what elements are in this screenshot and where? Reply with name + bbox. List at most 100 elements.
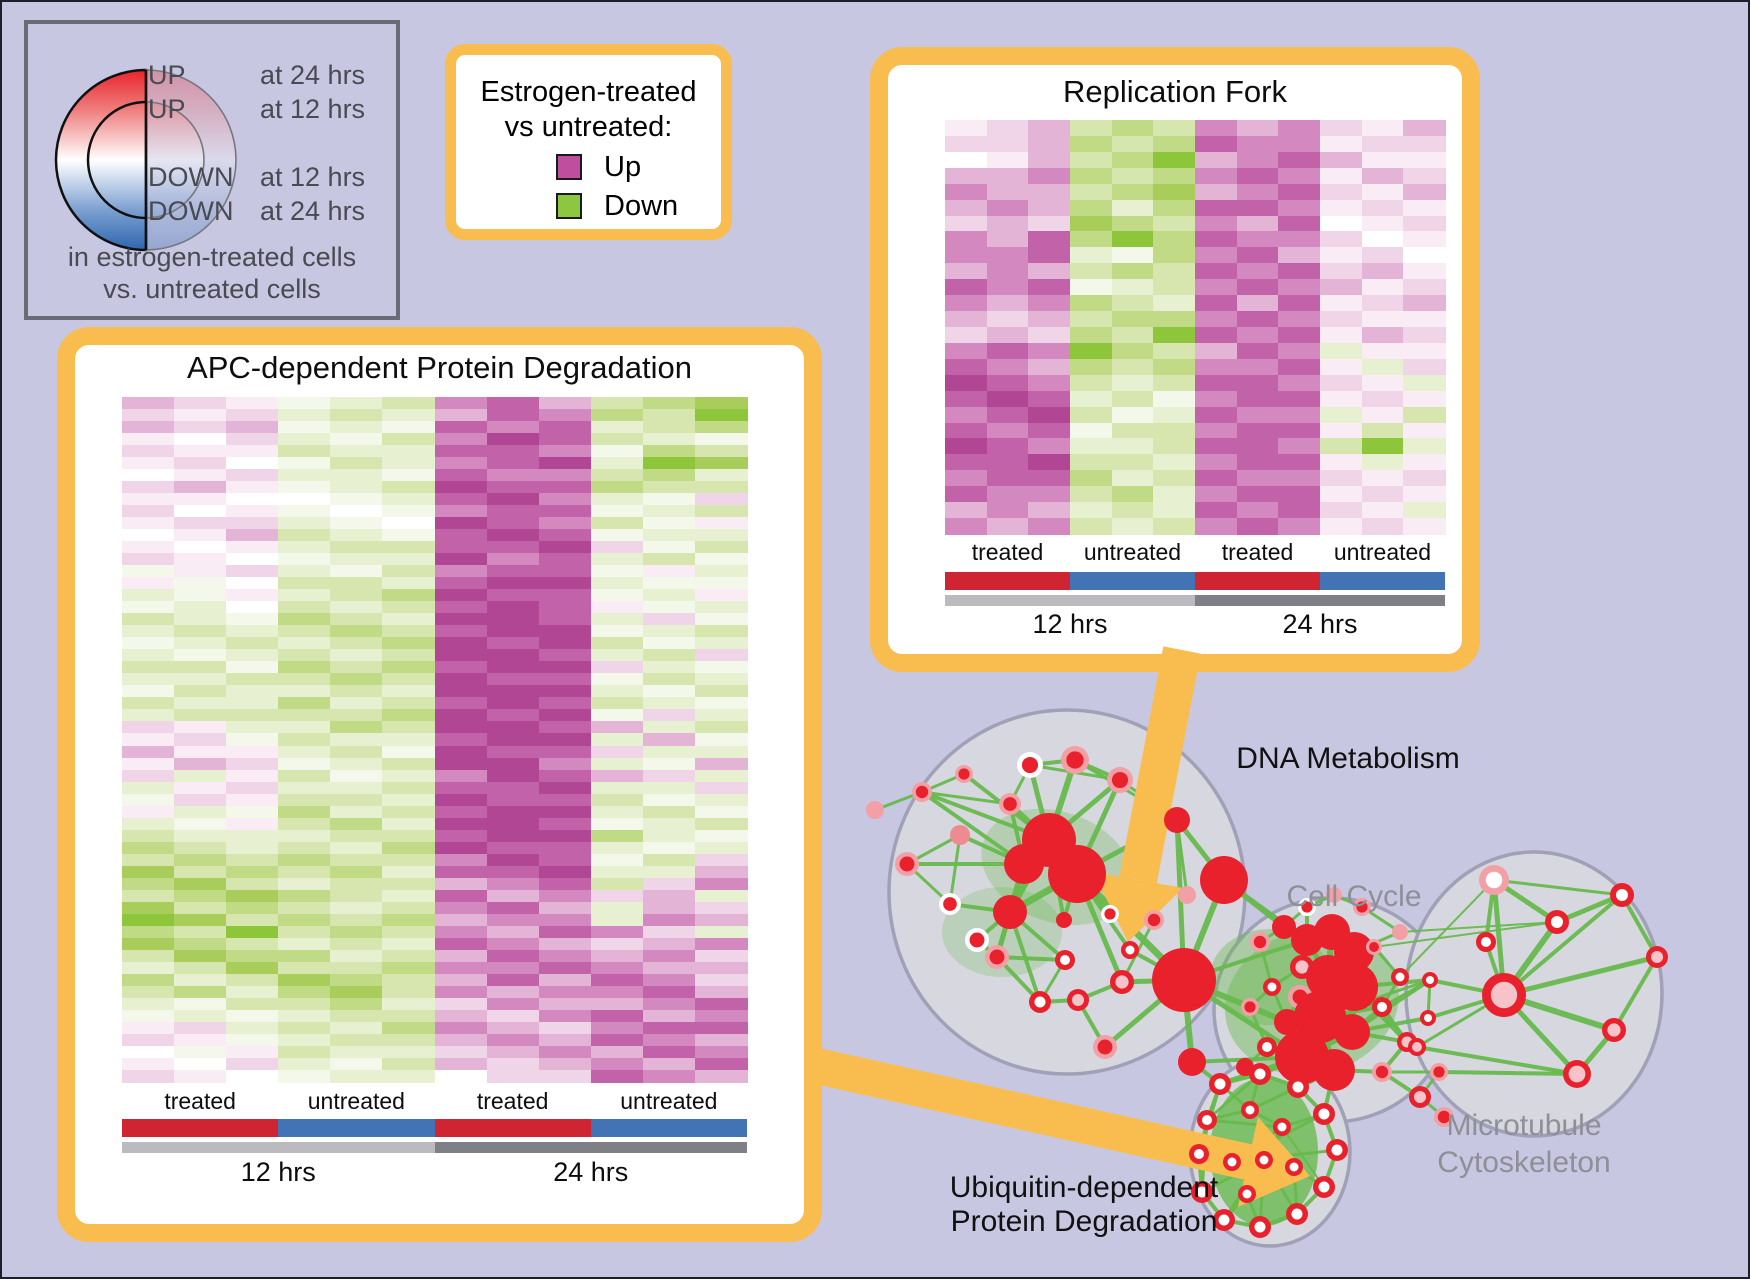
apc-heatmap-cell: [538, 445, 592, 458]
apc-heatmap-cell: [538, 793, 592, 807]
apc-heatmap-cell: [434, 793, 488, 807]
rf-heatmap-cell: [1361, 263, 1404, 280]
apc-heatmap-cell: [486, 613, 540, 626]
rf-heatmap-cell: [1153, 167, 1196, 185]
apc-heatmap-cell: [174, 445, 227, 458]
rf-heatmap-cell: [1070, 120, 1113, 137]
network-edge: [948, 833, 962, 906]
network-node-pr: [1602, 1018, 1626, 1042]
apc-heatmap-cell: [434, 709, 488, 723]
apc-heatmap-cell: [538, 817, 592, 831]
rf-heatmap-cell: [1111, 438, 1154, 455]
rf-heatmap-cell: [1320, 438, 1363, 455]
rf-heatmap-cell: [1070, 135, 1113, 153]
apc-heatmap-cell: [486, 661, 540, 674]
apc-heatmap-cell: [694, 961, 748, 975]
apc-heatmap-cell: [486, 925, 540, 939]
apc-heatmap-cell: [330, 565, 383, 578]
rf-heatmap-cell: [1153, 342, 1196, 360]
apc-heatmap-cell: [382, 829, 436, 843]
network-edge: [1281, 1126, 1325, 1188]
apc-heatmap-cell: [122, 949, 175, 963]
apc-heatmap-cell: [538, 553, 592, 566]
rf-heatmap-cell: [1153, 518, 1196, 535]
network-node-rp: [912, 782, 932, 802]
rf-heatmap-cell: [1361, 470, 1404, 487]
apc-heatmap-cell: [330, 553, 383, 566]
rf-heatmap-cell: [1070, 311, 1113, 328]
network-node-wr: [1189, 1144, 1209, 1164]
apc-heatmap-cell: [694, 529, 748, 542]
rf-heatmap-cell: [1028, 327, 1071, 344]
rf-heatmap-cell: [1320, 406, 1363, 424]
rf-heatmap-cell: [1403, 167, 1446, 185]
apc-heatmap-cell: [330, 997, 383, 1011]
apc-heatmap-cell: [434, 937, 488, 951]
apc-heatmap-cell: [122, 901, 175, 915]
apc-heatmap-cell: [642, 625, 696, 638]
apc-heatmap-cell: [434, 817, 488, 831]
rf-heatmap-cell: [1195, 135, 1238, 153]
rf-heatmap-cell: [1403, 502, 1446, 519]
cluster-label-microtubule: Microtubule: [1446, 1109, 1602, 1142]
apc-heatmap-cell: [278, 877, 331, 891]
apc-heatmap-cell: [278, 925, 331, 939]
apc-heatmap-cell: [642, 769, 696, 783]
rf-heatmap-cell: [1236, 342, 1279, 360]
apc-heatmap-cell: [122, 733, 175, 747]
rf-heatmap-cell: [1195, 311, 1238, 328]
apc-heatmap-cell: [122, 793, 175, 807]
rf-heatmap-cell: [1070, 151, 1113, 169]
apc-heatmap-cell: [122, 469, 175, 482]
network-edge: [1373, 921, 1558, 948]
apc-group-label-untreated: untreated: [307, 1088, 405, 1114]
apc-heatmap-cell: [174, 829, 227, 843]
apc-heatmap-cell: [278, 841, 331, 855]
rf-heatmap-cell: [1028, 390, 1071, 408]
apc-heatmap-cell: [486, 1033, 540, 1047]
down-color-swatch: [556, 193, 582, 220]
apc-heatmap-cell: [330, 457, 383, 470]
apc-heatmap-cell: [122, 817, 175, 831]
apc-heatmap-cell: [382, 1021, 436, 1035]
apc-heatmap-cell: [590, 517, 644, 530]
apc-heatmap-cell: [226, 649, 279, 662]
rf-heatmap-cell: [1278, 422, 1321, 440]
apc-heatmap-cell: [226, 985, 279, 999]
apc-heatmap-cell: [642, 601, 696, 614]
rf-heatmap-cell: [1070, 470, 1113, 487]
rf-heatmap-cell: [1195, 502, 1238, 519]
rf-heatmap-cell: [1361, 486, 1404, 503]
rf-heatmap-cell: [1320, 374, 1363, 392]
apc-heatmap-cell: [694, 889, 748, 903]
network-node-wr: [1313, 1103, 1335, 1125]
apc-heatmap-cell: [434, 877, 488, 891]
rf-heatmap-cell: [1195, 422, 1238, 440]
rf-heatmap-cell: [1403, 422, 1446, 440]
rf-heatmap-cell: [945, 390, 988, 408]
rf-heatmap-cell: [1236, 422, 1279, 440]
apc-heatmap-cell: [382, 913, 436, 927]
apc-heatmap-cell: [486, 517, 540, 530]
apc-heatmap-cell: [434, 481, 488, 494]
apc-heatmap-cell: [226, 517, 279, 530]
network-node-wr: [1286, 1203, 1308, 1225]
apc-heatmap-cell: [642, 865, 696, 879]
rf-heatmap-cell: [945, 215, 988, 233]
rf-heatmap-cell: [1028, 518, 1071, 535]
rf-heatmap-cell: [1236, 279, 1279, 296]
rf-heatmap-cell: [1361, 215, 1404, 233]
apc-heatmap-cell: [434, 529, 488, 542]
apc-heatmap-cell: [642, 493, 696, 506]
apc-condition-bar-untreated: [590, 1119, 747, 1137]
rf-heatmap-cell: [1278, 151, 1321, 169]
rf-condition-bar-treated: [1195, 572, 1320, 590]
network-node-rp: [1430, 1063, 1448, 1081]
network-node-s: [1313, 1049, 1355, 1091]
rf-heatmap-cell: [1403, 215, 1446, 233]
apc-heatmap-cell: [226, 1057, 279, 1071]
apc-heatmap-cell: [330, 613, 383, 626]
apc-heatmap-cell: [538, 997, 592, 1011]
apc-heatmap-cell: [174, 553, 227, 566]
apc-heatmap-cell: [486, 937, 540, 951]
